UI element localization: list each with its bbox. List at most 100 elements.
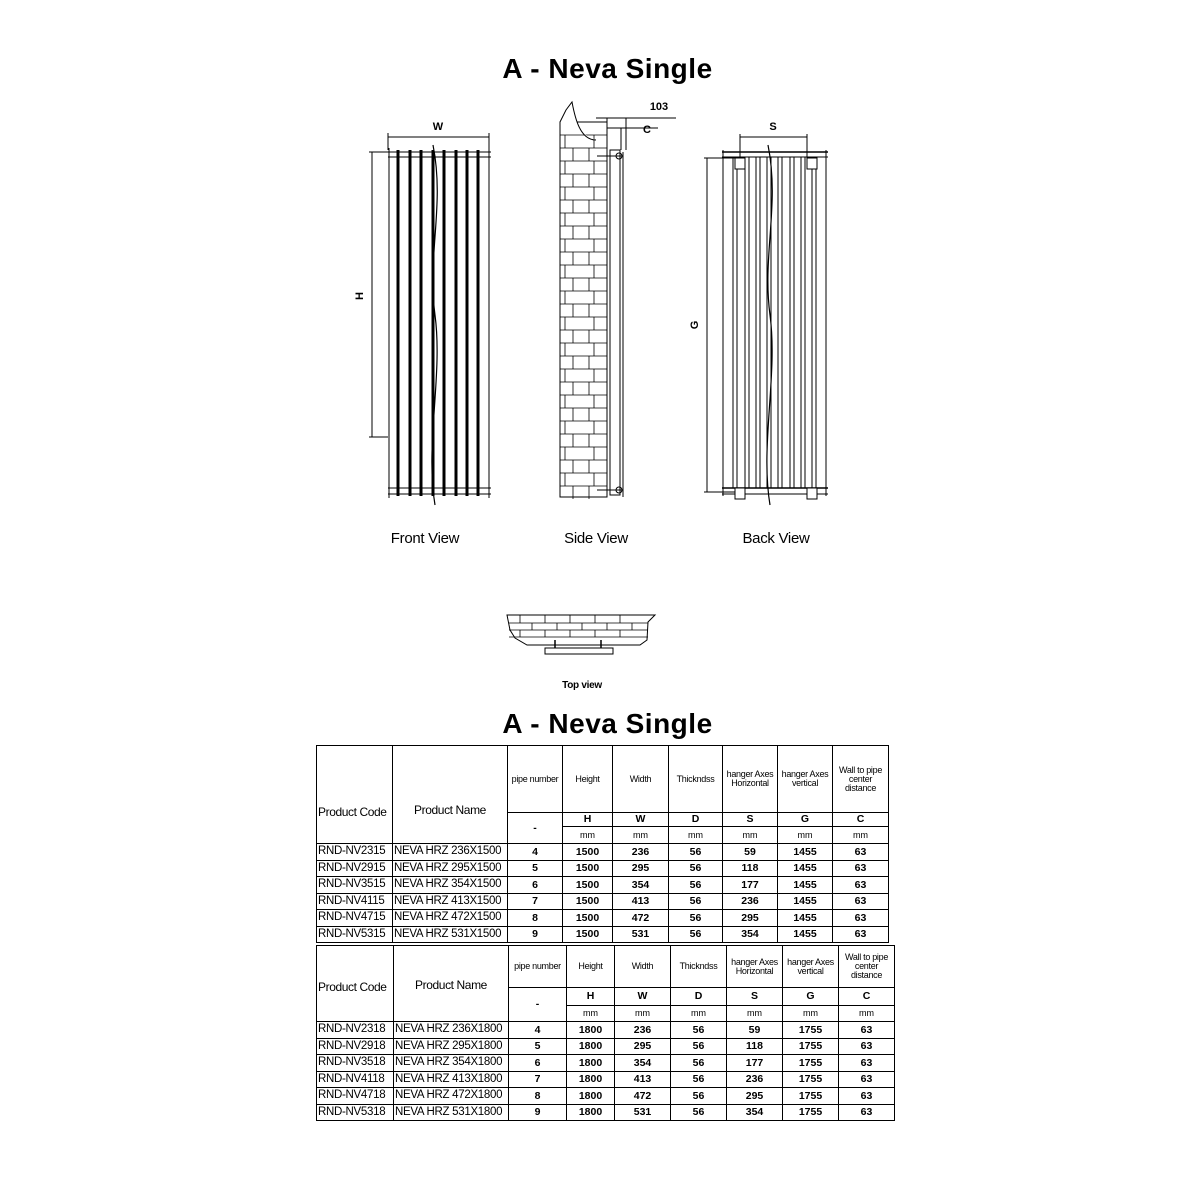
header-pipe-number: pipe number xyxy=(507,745,563,813)
value-cell: 295 xyxy=(726,1087,783,1105)
value-cell: 63 xyxy=(838,1070,895,1088)
break-line xyxy=(431,144,438,506)
value-cell: 63 xyxy=(832,876,889,894)
value-cell: 56 xyxy=(670,1070,727,1088)
dim-g-label: G xyxy=(689,321,701,330)
table-row: RND-NV4118 NEVA HRZ 413X1800 7 1800 413 56 236… xyxy=(316,1070,895,1088)
table-row: RND-NV3515 NEVA HRZ 354X1500 6 1500 354 56 177… xyxy=(316,876,889,894)
value-cell: 413 xyxy=(614,1070,671,1088)
product-name-cell: NEVA HRZ 354X1800 xyxy=(393,1054,509,1072)
symbol-cell: G xyxy=(777,812,833,827)
value-cell: 118 xyxy=(722,859,778,877)
unit-cell: mm xyxy=(566,1005,615,1022)
header-wall: Wall to pipe center distance xyxy=(838,945,895,988)
value-cell: 1755 xyxy=(782,1021,839,1039)
value-cell: 1755 xyxy=(782,1103,839,1121)
value-cell: 56 xyxy=(668,909,723,927)
value-cell: 295 xyxy=(612,859,669,877)
product-name-cell: NEVA HRZ 413X1800 xyxy=(393,1070,509,1088)
value-cell: 1755 xyxy=(782,1087,839,1105)
value-cell: 1755 xyxy=(782,1037,839,1055)
table-row: RND-NV4715 NEVA HRZ 472X1500 8 1500 472 56 295… xyxy=(316,909,889,927)
value-cell: 1455 xyxy=(777,909,833,927)
product-code-cell: RND-NV4718 xyxy=(316,1087,394,1105)
unit-cell: mm xyxy=(782,1005,839,1022)
hanger-bracket xyxy=(734,157,746,170)
value-cell: 1755 xyxy=(782,1070,839,1088)
value-cell: 63 xyxy=(832,892,889,910)
wall-break xyxy=(559,100,597,141)
value-cell: 63 xyxy=(838,1087,895,1105)
value-cell: 63 xyxy=(838,1103,895,1121)
symbol-cell: D xyxy=(670,987,727,1006)
product-name-cell: NEVA HRZ 472X1800 xyxy=(393,1087,509,1105)
table-row: RND-NV4115 NEVA HRZ 413X1500 7 1500 413 56 236… xyxy=(316,892,889,910)
header-width: Width xyxy=(612,745,669,813)
unit-cell: mm xyxy=(726,1005,783,1022)
product-code-cell: RND-NV4118 xyxy=(316,1070,394,1088)
value-cell: 63 xyxy=(838,1054,895,1072)
value-cell: 295 xyxy=(722,909,778,927)
table-row: RND-NV5318 NEVA HRZ 531X1800 9 1800 531 56 354… xyxy=(316,1103,895,1121)
product-code-cell: RND-NV3515 xyxy=(316,876,393,894)
spec-table-1500: Product Code Product Name pipe number Heigh… xyxy=(316,745,889,943)
value-cell: 413 xyxy=(612,892,669,910)
header-product-code: Product Code xyxy=(316,745,393,844)
unit-cell: mm xyxy=(722,826,778,844)
product-name-cell: NEVA HRZ 531X1500 xyxy=(392,925,508,943)
dim-w-label: W xyxy=(433,121,444,133)
product-code-cell: RND-NV4715 xyxy=(316,909,393,927)
symbol-cell: W xyxy=(614,987,671,1006)
front-view-drawing xyxy=(369,133,491,506)
front-view-label: Front View xyxy=(390,530,460,547)
value-cell: 56 xyxy=(668,843,723,861)
symbol-cell: C xyxy=(838,987,895,1006)
product-code-cell: RND-NV5315 xyxy=(316,925,393,943)
value-cell: 236 xyxy=(614,1021,671,1039)
header-hanger-h: hanger Axes Horizontal xyxy=(722,745,778,813)
unit-cell: mm xyxy=(612,826,669,844)
value-cell: 1500 xyxy=(562,925,613,943)
value-cell: 1455 xyxy=(777,925,833,943)
value-cell: 1500 xyxy=(562,876,613,894)
value-cell: 6 xyxy=(508,1054,567,1072)
header-thickness: Thickndss xyxy=(668,745,723,813)
value-cell: 59 xyxy=(726,1021,783,1039)
symbol-cell: - xyxy=(508,987,567,1022)
table-row: RND-NV2915 NEVA HRZ 295X1500 5 1500 295 56 118… xyxy=(316,859,889,877)
value-cell: 6 xyxy=(507,876,563,894)
product-name-cell: NEVA HRZ 354X1500 xyxy=(392,876,508,894)
value-cell: 8 xyxy=(508,1087,567,1105)
value-cell: 177 xyxy=(722,876,778,894)
table-row: RND-NV4718 NEVA HRZ 472X1800 8 1800 472 56 295… xyxy=(316,1087,895,1105)
symbol-cell: G xyxy=(782,987,839,1006)
value-cell: 354 xyxy=(614,1054,671,1072)
table-row: RND-NV5315 NEVA HRZ 531X1500 9 1500 531 56 354… xyxy=(316,925,889,943)
table-row: RND-NV2315 NEVA HRZ 236X1500 4 1500 236 56 59 1… xyxy=(316,843,889,861)
wall xyxy=(559,121,608,498)
value-cell: 1800 xyxy=(566,1054,615,1072)
value-cell: 56 xyxy=(670,1037,727,1055)
top-view-label: Top view xyxy=(562,680,602,691)
value-cell: 1800 xyxy=(566,1021,615,1039)
value-cell: 56 xyxy=(668,859,723,877)
product-code-cell: RND-NV2918 xyxy=(316,1037,394,1055)
value-cell: 8 xyxy=(507,909,563,927)
value-cell: 1800 xyxy=(566,1087,615,1105)
product-code-cell: RND-NV4115 xyxy=(316,892,393,910)
product-name-cell: NEVA HRZ 236X1800 xyxy=(393,1021,509,1039)
header-product-name: Product Name xyxy=(393,945,509,1022)
product-code-cell: RND-NV5318 xyxy=(316,1103,394,1121)
side-view-drawing xyxy=(559,100,676,499)
value-cell: 1500 xyxy=(562,892,613,910)
radiator-side xyxy=(609,149,621,496)
unit-cell: mm xyxy=(832,826,889,844)
hanger-bracket xyxy=(734,487,746,500)
value-cell: 354 xyxy=(612,876,669,894)
dim-103-label: 103 xyxy=(650,101,668,113)
product-code-cell: RND-NV3518 xyxy=(316,1054,394,1072)
value-cell: 56 xyxy=(668,925,723,943)
value-cell: 1455 xyxy=(777,876,833,894)
dim-c-label: C xyxy=(643,124,651,136)
product-name-cell: NEVA HRZ 413X1500 xyxy=(392,892,508,910)
